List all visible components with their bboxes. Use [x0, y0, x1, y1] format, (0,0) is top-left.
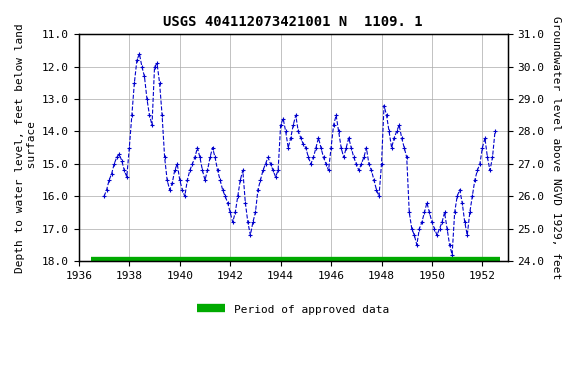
Legend: Period of approved data: Period of approved data	[193, 299, 393, 319]
Title: USGS 404112073421001 N  1109. 1: USGS 404112073421001 N 1109. 1	[164, 15, 423, 29]
Y-axis label: Groundwater level above NGVD 1929, feet: Groundwater level above NGVD 1929, feet	[551, 16, 561, 279]
Y-axis label: Depth to water level, feet below land
 surface: Depth to water level, feet below land su…	[15, 23, 37, 273]
